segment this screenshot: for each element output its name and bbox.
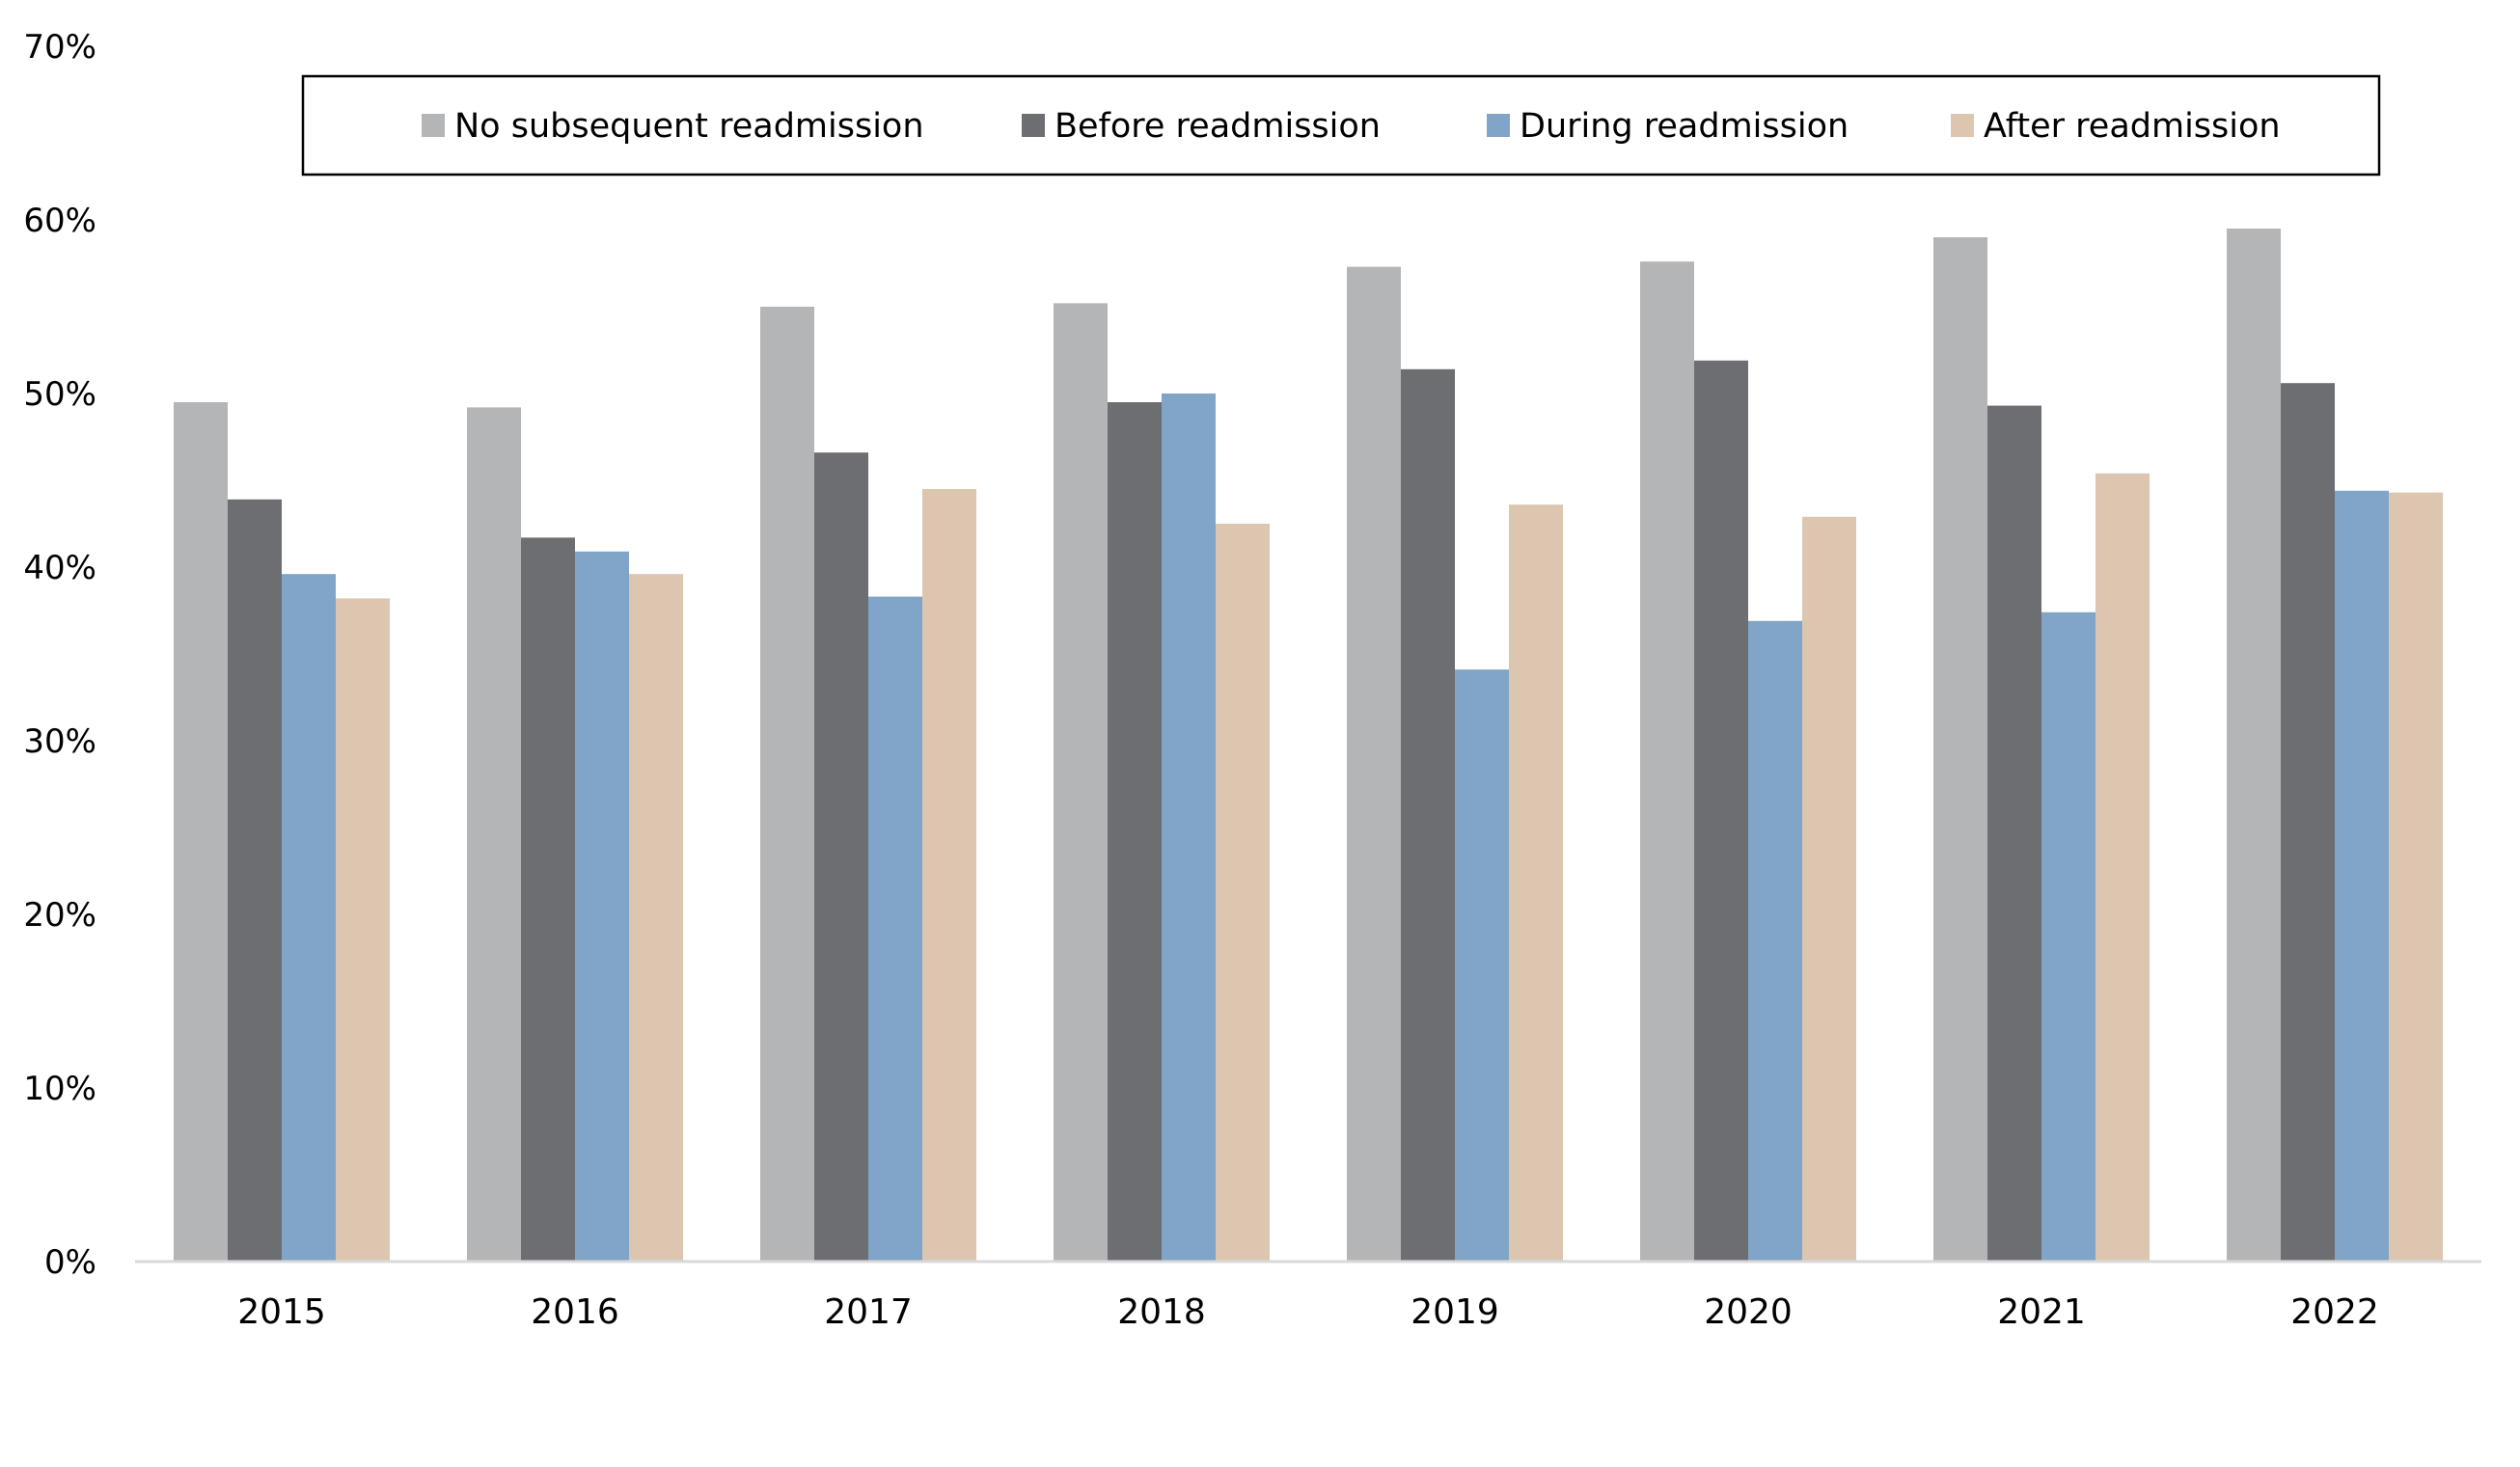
bars-layer: [174, 229, 2443, 1263]
x-tick-label: 2017: [824, 1292, 913, 1332]
bar-after-readmission-2018: [1216, 524, 1270, 1262]
bar-no-subsequent-readmission-2022: [2227, 229, 2281, 1262]
legend-swatch: [1951, 114, 1974, 137]
legend-item: After readmission: [1951, 107, 2281, 146]
bar-no-subsequent-readmission-2016: [467, 407, 521, 1262]
x-tick-label: 2019: [1411, 1292, 1499, 1332]
bar-during-readmission-2018: [1162, 394, 1216, 1262]
y-tick-label: 20%: [23, 896, 96, 935]
bar-during-readmission-2016: [575, 551, 629, 1262]
x-tick-label: 2021: [1997, 1292, 2086, 1332]
bar-before-readmission-2018: [1108, 402, 1162, 1262]
bar-during-readmission-2017: [868, 596, 922, 1262]
bar-during-readmission-2015: [282, 574, 336, 1262]
bar-no-subsequent-readmission-2018: [1054, 303, 1108, 1262]
bar-after-readmission-2022: [2389, 492, 2443, 1263]
bar-after-readmission-2017: [922, 489, 976, 1262]
legend-label: Before readmission: [1055, 107, 1381, 146]
bar-before-readmission-2020: [1694, 360, 1748, 1262]
x-tick-label: 2018: [1117, 1292, 1206, 1332]
y-axis: 0% 10% 20% 30% 40% 50% 60% 70%: [23, 28, 96, 1282]
legend-swatch: [1022, 114, 1045, 137]
bar-after-readmission-2020: [1802, 516, 1856, 1262]
bar-after-readmission-2019: [1509, 504, 1563, 1262]
y-tick-label: 60%: [23, 202, 96, 240]
legend-label: During readmission: [1520, 107, 1849, 146]
x-tick-label: 2016: [531, 1292, 619, 1332]
x-tick-label: 2015: [237, 1292, 326, 1332]
bar-before-readmission-2021: [1987, 405, 2041, 1263]
x-tick-label: 2022: [2290, 1292, 2379, 1332]
legend: No subsequent readmission Before readmiss…: [301, 74, 2381, 177]
legend-label: No subsequent readmission: [454, 107, 924, 146]
bar-no-subsequent-readmission-2021: [1933, 237, 1987, 1262]
bar-after-readmission-2015: [336, 598, 390, 1262]
legend-item: Before readmission: [1022, 107, 1381, 146]
x-tick-label: 2020: [1704, 1292, 1793, 1332]
y-tick-label: 70%: [23, 28, 96, 67]
bar-before-readmission-2015: [228, 499, 282, 1262]
y-tick-label: 10%: [23, 1070, 96, 1108]
y-tick-label: 0%: [44, 1243, 96, 1282]
bar-during-readmission-2021: [2041, 611, 2095, 1262]
bar-before-readmission-2022: [2281, 383, 2335, 1262]
bar-after-readmission-2021: [2095, 473, 2150, 1262]
bar-before-readmission-2017: [814, 452, 868, 1262]
legend-swatch: [1487, 114, 1510, 137]
legend-item: During readmission: [1487, 107, 1849, 146]
bar-no-subsequent-readmission-2015: [174, 402, 228, 1262]
bar-before-readmission-2019: [1401, 368, 1455, 1262]
x-axis: 2015 2016 2017 2018 2019 2020 2021 2022: [237, 1292, 2379, 1332]
legend-swatch: [422, 114, 445, 137]
bar-during-readmission-2019: [1455, 669, 1509, 1262]
y-tick-label: 40%: [23, 549, 96, 587]
bar-during-readmission-2020: [1748, 620, 1802, 1262]
y-tick-label: 50%: [23, 375, 96, 414]
bar-no-subsequent-readmission-2017: [760, 307, 814, 1262]
legend-label: After readmission: [1984, 107, 2281, 146]
bar-no-subsequent-readmission-2019: [1347, 266, 1401, 1263]
bar-no-subsequent-readmission-2020: [1640, 261, 1694, 1263]
legend-item: No subsequent readmission: [422, 107, 924, 146]
bar-during-readmission-2022: [2335, 490, 2389, 1262]
legend-box: [301, 74, 2381, 177]
bar-before-readmission-2016: [521, 537, 575, 1262]
bar-after-readmission-2016: [629, 574, 683, 1262]
y-tick-label: 30%: [23, 722, 96, 761]
